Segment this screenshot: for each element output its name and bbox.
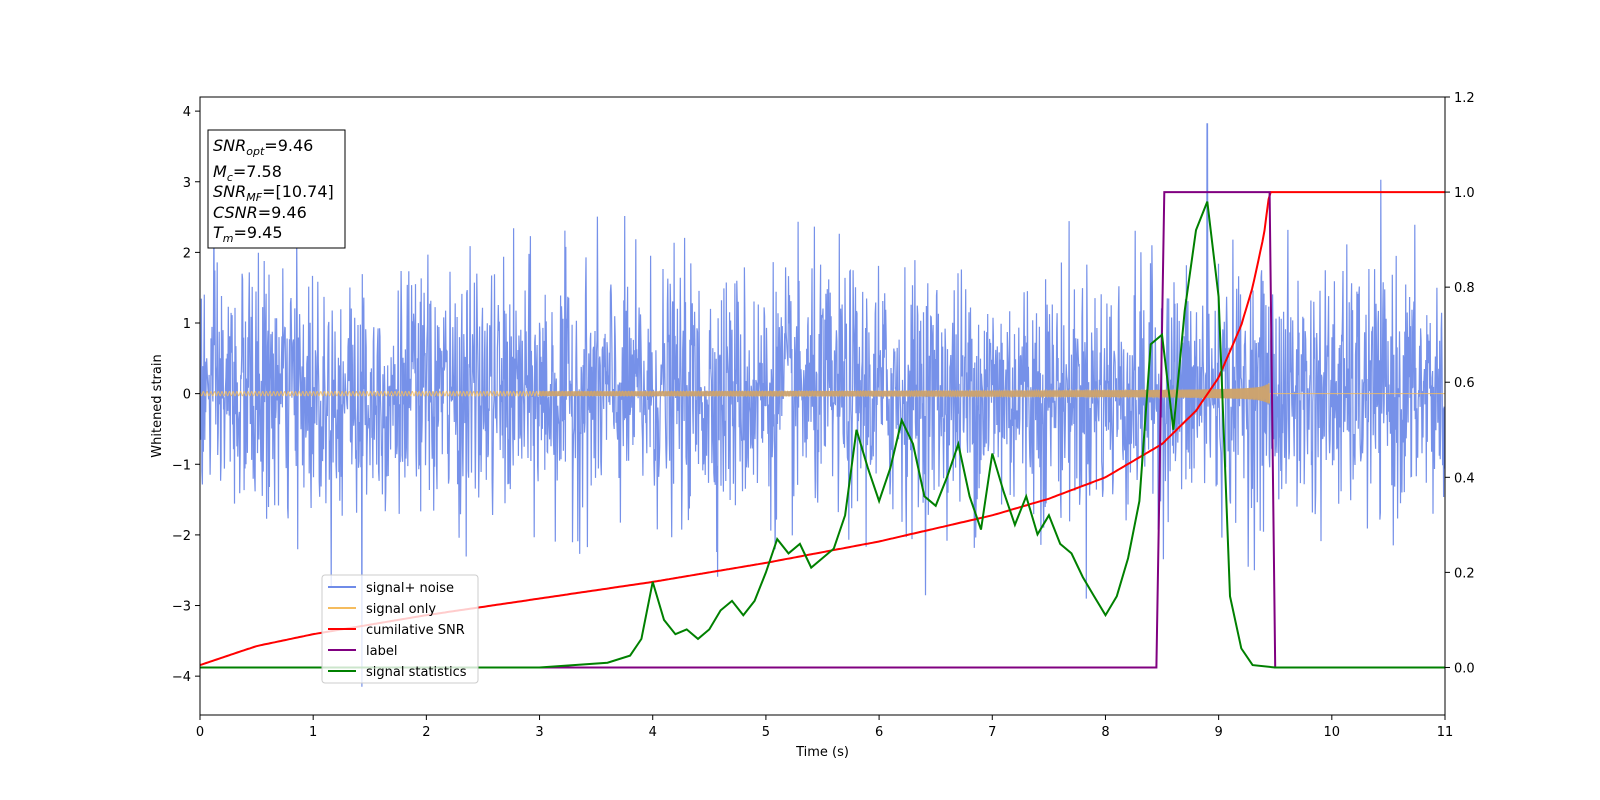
y-tick-label: 0 [183,388,191,403]
y2-tick-label: 0.6 [1454,376,1475,391]
x-tick-label: 1 [309,725,317,740]
x-tick-label: 2 [422,725,430,740]
legend-label: signal only [366,602,436,617]
y2-tick-label: 1.0 [1454,186,1475,201]
x-tick-label: 5 [762,725,770,740]
y-tick-label: 2 [183,246,191,261]
plot-frame [199,96,1446,716]
x-tick-label: 3 [535,725,543,740]
y-tick-label: 1 [183,317,191,332]
legend-label: signal statistics [366,665,467,680]
x-tick-label: 0 [196,725,204,740]
legend-label: cumilative SNR [366,623,465,638]
series-signal-only-envelope [539,383,1270,404]
legend-frame [321,574,479,684]
x-tick-label: 9 [1214,725,1222,740]
x-tick-label: 7 [988,725,996,740]
legend-label: signal+ noise [366,581,454,596]
y2-tick-label: 0.0 [1454,661,1475,676]
x-axis-label: Time (s) [795,745,849,760]
y-tick-label: 4 [183,105,191,120]
x-tick-label: 11 [1437,725,1454,740]
info-csnr: CSNR=9.46 [213,203,307,222]
info-mc: Mc=7.58 [213,162,282,184]
x-tick-label: 8 [1101,725,1109,740]
series-signal-noise [200,123,1445,687]
x-tick-label: 4 [649,725,657,740]
y-tick-label: −2 [172,529,191,544]
y2-tick-label: 0.4 [1454,471,1475,486]
series-signal-statistics [200,201,1445,669]
x-tick-label: 10 [1324,725,1341,740]
info-snr-mf: SNRMF=[10.74] [213,182,334,204]
legend: signal+ noise signal only cumilative SNR la… [321,574,479,684]
y-tick-label: −4 [172,670,191,685]
y-tick-label: −3 [172,600,191,615]
y-axis-label: Whitened strain [150,354,165,457]
x-tick-label: 6 [875,725,883,740]
legend-label: label [366,644,397,659]
y2-tick-label: 0.8 [1454,281,1475,296]
y2-tick-label: 0.2 [1454,566,1475,581]
y-tick-label: 3 [183,176,191,191]
info-tm: Tm=9.45 [213,223,283,245]
info-snr-opt: SNRopt=9.46 [213,136,313,158]
y2-tick-label: 1.2 [1454,91,1475,106]
y-tick-label: −1 [172,458,191,473]
info-box: SNRopt=9.46 Mc=7.58 SNRMF=[10.74] CSNR=9… [207,129,346,249]
axes-ticks: 0 1 2 3 4 5 6 7 8 9 10 11 −4 −3 −2 −1 0 1 2 3 4 0.0 0.2 0.4 0.6 0… [172,91,1475,740]
